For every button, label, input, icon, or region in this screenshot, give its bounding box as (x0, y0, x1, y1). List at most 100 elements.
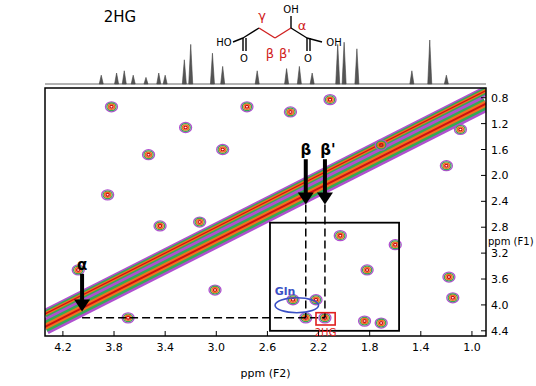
x-tick (420, 331, 421, 336)
position-label: α (298, 18, 307, 33)
x-tick (165, 331, 166, 336)
contour (459, 128, 462, 131)
x-tick (369, 331, 370, 336)
cross-peak (217, 145, 229, 155)
contour (324, 95, 336, 105)
contour (363, 320, 366, 323)
bond (306, 38, 307, 51)
cross-peak (440, 161, 452, 171)
y-tick (481, 279, 486, 280)
cross-peak (194, 217, 206, 227)
contour (284, 107, 296, 117)
arrow-head (298, 193, 314, 205)
projection (45, 40, 486, 84)
contour (198, 221, 201, 224)
contour (219, 147, 225, 152)
contour (102, 190, 114, 200)
y-tick (481, 227, 486, 228)
guide-line (82, 317, 325, 319)
y-tick-label: 2.0 (491, 169, 509, 182)
bond (290, 16, 291, 28)
arrow-head (317, 193, 333, 205)
projection-peak (444, 75, 448, 84)
contour (289, 111, 292, 114)
cross-peak (375, 318, 387, 328)
contour (158, 225, 161, 228)
projection-peak (131, 75, 135, 84)
contour (336, 232, 345, 240)
bond (242, 38, 243, 51)
atom-label: O (240, 53, 248, 64)
contour (184, 126, 187, 129)
y-tick (481, 304, 486, 305)
cross-peak (154, 221, 166, 231)
y-tick (481, 175, 486, 176)
contour (241, 102, 253, 112)
bond (245, 38, 246, 51)
cross-peak (324, 95, 336, 105)
contour (194, 217, 206, 227)
diagonal-band (45, 91, 486, 314)
y-tick-label: 4.4 (491, 325, 509, 338)
y-tick (481, 123, 486, 124)
contour (359, 316, 371, 326)
contour (110, 105, 113, 108)
contour (334, 231, 346, 241)
position-label: β (266, 46, 274, 61)
cross-peak (102, 190, 114, 200)
arrow-shaft (80, 274, 84, 302)
projection-peak (210, 53, 214, 84)
y-tick-label: 3.6 (491, 273, 509, 286)
diagonal-band (45, 91, 486, 314)
x-tick-label: 2.2 (310, 341, 328, 354)
diagonal (45, 104, 486, 327)
position-label: γ (258, 8, 266, 23)
guide-line (305, 205, 307, 318)
y-tick-label: 3.2 (491, 247, 509, 260)
x-tick (267, 331, 268, 336)
contour (451, 296, 454, 299)
contour (337, 233, 343, 238)
contour (442, 162, 451, 170)
chart: 2HGHOOOHOOHγββ'ααββ'Gln2HG4.23.83.43.02.… (0, 0, 536, 386)
region-ellipse (275, 298, 318, 313)
x-tick-label: 2.6 (259, 341, 277, 354)
arrow-shaft (323, 159, 327, 194)
position-label: β' (279, 46, 291, 61)
y-tick (481, 149, 486, 150)
contour (363, 266, 372, 274)
contour (394, 243, 397, 246)
contour (446, 274, 452, 279)
contour (379, 322, 382, 325)
y-tick-label: 1.6 (491, 144, 509, 157)
contour (144, 151, 153, 159)
plot-area (45, 91, 486, 331)
contour (361, 319, 367, 324)
cross-peak (361, 265, 373, 275)
arrow-label: β (300, 141, 311, 159)
bond (259, 28, 275, 38)
bond (243, 28, 259, 38)
projection-peak (255, 71, 259, 84)
contour (154, 221, 166, 231)
cross-peak (447, 293, 459, 303)
y-tick (481, 97, 486, 98)
contour (221, 148, 224, 151)
contour (379, 144, 382, 147)
contour (378, 142, 384, 147)
cross-peak (334, 231, 346, 241)
x-tick (114, 331, 115, 336)
contour (443, 163, 449, 168)
box (270, 223, 399, 331)
x-tick-label: 1.4 (412, 341, 430, 354)
y-tick-label: 4.0 (491, 299, 509, 312)
cross-peak (359, 316, 371, 326)
contour (104, 192, 110, 197)
bond (275, 28, 291, 38)
contour (217, 145, 229, 155)
projection-peak (410, 71, 414, 84)
x-tick (62, 331, 63, 336)
projection-peak (189, 44, 193, 84)
contour (447, 293, 459, 303)
contour (244, 104, 250, 109)
